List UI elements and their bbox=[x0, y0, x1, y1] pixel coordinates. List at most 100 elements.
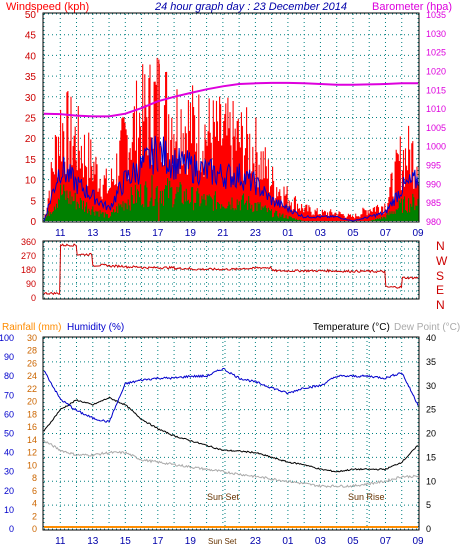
windspeed-tick-label: 45 bbox=[25, 31, 37, 42]
humidity-tick-label: 100 bbox=[0, 333, 14, 343]
temperature-tick-label: 5 bbox=[426, 500, 431, 510]
direction-tick-label: 90 bbox=[26, 279, 36, 289]
humidity-tick-label: 70 bbox=[4, 390, 14, 400]
barometer-tick-label: 990 bbox=[426, 179, 441, 189]
windspeed-tick-label: 10 bbox=[25, 176, 37, 187]
compass-labels: N W S E N bbox=[436, 239, 448, 312]
humidity-tick-label: 30 bbox=[4, 467, 14, 477]
rainfall-tick-label: 30 bbox=[27, 333, 37, 343]
rainfall-label: Rainfall (mm) bbox=[2, 322, 61, 333]
windspeed-average-series bbox=[43, 135, 419, 222]
rainfall-tick-label: 18 bbox=[27, 409, 37, 419]
dewpoint-label: Dew Point (°C) bbox=[394, 322, 460, 333]
temperature-axis: 0 5 10 15 20 25 30 35 40 bbox=[426, 333, 436, 534]
rainfall-tick-label: 28 bbox=[27, 346, 37, 356]
windspeed-tick-label: 35 bbox=[25, 72, 37, 83]
humidity-tick-label: 50 bbox=[4, 429, 14, 439]
windspeed-tick-label: 50 bbox=[25, 10, 37, 21]
sunset-axis-annotation: Sun Set bbox=[208, 537, 237, 546]
wind-time-tick-label: 07 bbox=[380, 228, 392, 239]
wind-time-tick-label: 19 bbox=[185, 228, 197, 239]
climate-time-tick-label: 01 bbox=[282, 536, 294, 547]
wind-time-tick-label: 09 bbox=[412, 228, 424, 239]
windspeed-tick-label: 25 bbox=[25, 114, 37, 125]
climate-time-tick-label: 05 bbox=[347, 536, 359, 547]
rainfall-tick-label: 14 bbox=[27, 435, 37, 445]
compass-n-bottom: N bbox=[436, 298, 445, 312]
wind-time-tick-label: 17 bbox=[152, 228, 164, 239]
rainfall-tick-label: 16 bbox=[27, 422, 37, 432]
rainfall-tick-label: 0 bbox=[32, 524, 37, 534]
temperature-label: Temperature (°C) bbox=[313, 322, 390, 333]
rainfall-tick-label: 20 bbox=[27, 397, 37, 407]
barometer-axis: 980 985 990 995 1000 1005 1010 1015 1020 1025 1030… bbox=[426, 10, 446, 227]
wind-time-tick-label: 13 bbox=[87, 228, 99, 239]
sunset-annotation: Sun Set bbox=[207, 492, 240, 502]
temperature-tick-label: 35 bbox=[426, 357, 436, 367]
direction-tick-label: 0 bbox=[31, 293, 36, 303]
temperature-tick-label: 15 bbox=[426, 452, 436, 462]
climate-time-tick-label: 09 bbox=[412, 536, 424, 547]
climate-time-tick-label: 15 bbox=[120, 536, 132, 547]
windspeed-tick-label: 15 bbox=[25, 155, 37, 166]
humidity-tick-label: 40 bbox=[4, 448, 14, 458]
sunrise-annotation: Sun Rise bbox=[348, 492, 385, 502]
direction-tick-label: 360 bbox=[21, 237, 36, 247]
humidity-tick-label: 90 bbox=[4, 352, 14, 362]
temperature-tick-label: 20 bbox=[426, 429, 436, 439]
compass-w: W bbox=[436, 254, 448, 268]
humidity-series bbox=[43, 367, 419, 423]
rainfall-tick-label: 12 bbox=[27, 448, 37, 458]
header-barometer-label: Barometer (hpa) bbox=[372, 1, 452, 13]
direction-series bbox=[43, 243, 419, 296]
barometer-tick-label: 1020 bbox=[426, 66, 446, 76]
temperature-tick-label: 10 bbox=[426, 476, 436, 486]
barometer-tick-label: 1035 bbox=[426, 10, 446, 20]
temperature-tick-label: 25 bbox=[426, 405, 436, 415]
direction-tick-label: 270 bbox=[21, 251, 36, 261]
climate-time-tick-label: 13 bbox=[87, 536, 99, 547]
climate-time-tick-label: 23 bbox=[250, 536, 262, 547]
barometer-tick-label: 980 bbox=[426, 217, 441, 227]
wind-time-tick-label: 15 bbox=[120, 228, 132, 239]
windspeed-axis: 0 5 10 15 20 25 30 35 40 45 50 bbox=[25, 10, 37, 228]
humidity-tick-label: 80 bbox=[4, 371, 14, 381]
rainfall-tick-label: 10 bbox=[27, 460, 37, 470]
rainfall-tick-label: 24 bbox=[27, 371, 37, 381]
barometer-tick-label: 1010 bbox=[426, 104, 446, 114]
direction-tick-label: 180 bbox=[21, 265, 36, 275]
wind-direction-series bbox=[43, 243, 419, 296]
barometer-tick-label: 1005 bbox=[426, 123, 446, 133]
compass-s: S bbox=[436, 269, 444, 283]
wind-panel-series bbox=[43, 57, 419, 222]
climate-time-tick-label: 19 bbox=[185, 536, 197, 547]
humidity-tick-label: 10 bbox=[4, 505, 14, 515]
temperature-tick-label: 0 bbox=[426, 524, 431, 534]
barometer-tick-label: 995 bbox=[426, 161, 441, 171]
windspeed-tick-label: 20 bbox=[25, 134, 37, 145]
barometer-tick-label: 985 bbox=[426, 198, 441, 208]
humidity-axis: 0 10 20 30 40 50 60 70 80 90 100 bbox=[0, 333, 14, 534]
rainfall-tick-label: 8 bbox=[32, 473, 37, 483]
barometer-tick-label: 1025 bbox=[426, 48, 446, 58]
direction-axis: 0 90 180 270 360 bbox=[21, 237, 36, 303]
header-windspeed-label: Windspeed (kph) bbox=[6, 1, 89, 13]
humidity-tick-label: 60 bbox=[4, 409, 14, 419]
climate-time-tick-label: 03 bbox=[315, 536, 327, 547]
barometer-tick-label: 1030 bbox=[426, 29, 446, 39]
temperature-tick-label: 40 bbox=[426, 333, 436, 343]
rainfall-tick-label: 6 bbox=[32, 486, 37, 496]
barometer-tick-label: 1000 bbox=[426, 142, 446, 152]
windspeed-tick-label: 5 bbox=[30, 196, 36, 207]
windspeed-tick-label: 0 bbox=[30, 217, 36, 228]
humidity-tick-label: 0 bbox=[9, 524, 14, 534]
compass-n-top: N bbox=[436, 239, 445, 253]
temperature-series bbox=[43, 396, 419, 473]
wind-time-tick-label: 03 bbox=[315, 228, 327, 239]
wind-time-tick-label: 23 bbox=[250, 228, 262, 239]
wind-time-tick-label: 01 bbox=[282, 228, 294, 239]
humidity-tick-label: 20 bbox=[4, 486, 14, 496]
temperature-tick-label: 30 bbox=[426, 381, 436, 391]
